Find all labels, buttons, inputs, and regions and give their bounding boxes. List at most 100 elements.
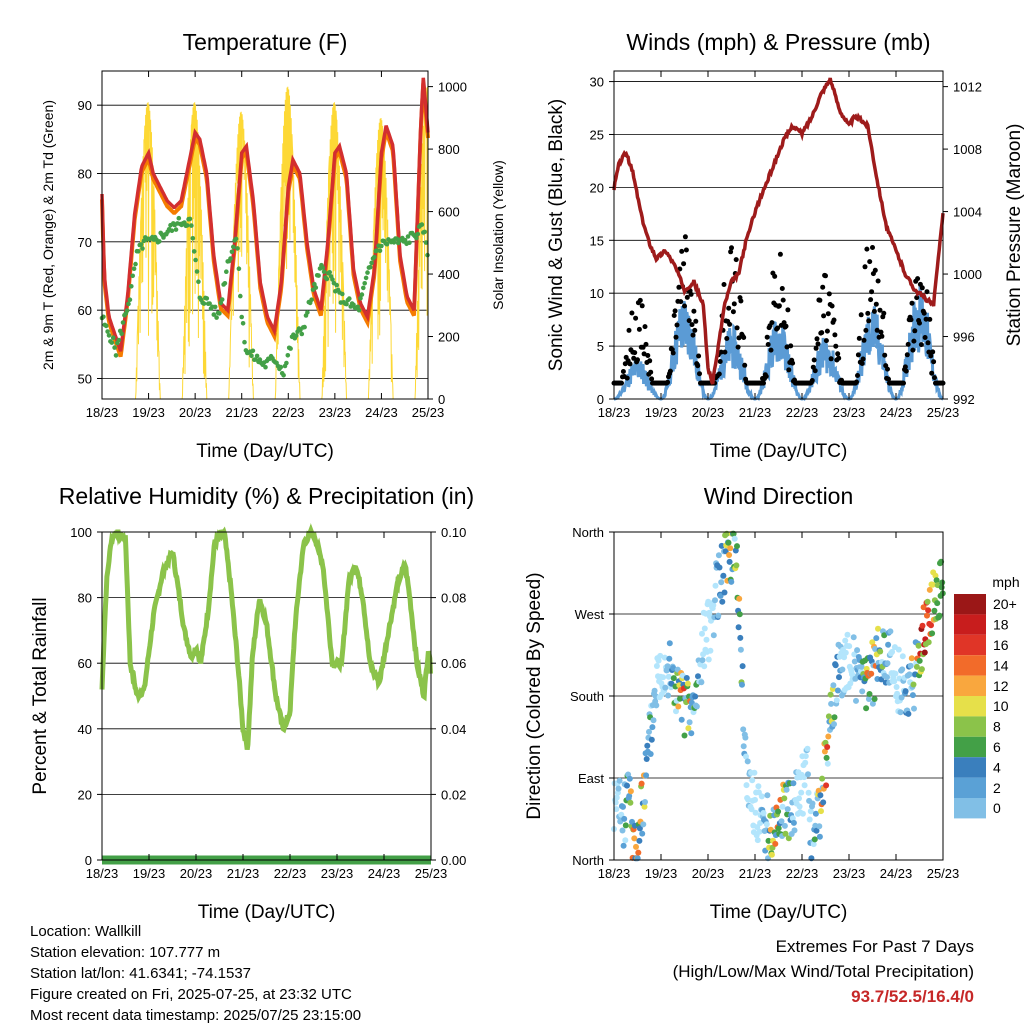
direction-point (626, 793, 633, 799)
direction-point (670, 665, 677, 671)
rh-y2tick-label: 0.10 (441, 525, 466, 540)
direction-point (699, 630, 705, 637)
direction-point (615, 785, 622, 792)
gust-point (678, 299, 684, 305)
direction-point (802, 759, 809, 766)
dewpoint-point (330, 277, 335, 282)
dewpoint-point (321, 269, 327, 275)
gust-point (734, 325, 740, 331)
winds-y2tick-label: 1008 (953, 142, 982, 157)
direction-point (642, 799, 648, 805)
dewpoint-point (254, 353, 260, 359)
direction-point (902, 688, 909, 695)
gust-point (823, 338, 829, 344)
legend-label: 8 (993, 719, 1001, 735)
gust-point (927, 316, 933, 322)
gust-point (823, 273, 828, 279)
direction-point (653, 702, 660, 709)
direction-point (651, 687, 658, 694)
rh-frame (101, 531, 432, 861)
direction-point (641, 803, 648, 810)
direction-point (740, 743, 747, 750)
direction-point (633, 843, 639, 850)
direction-point (640, 821, 647, 828)
gust-point (788, 343, 794, 349)
gust-point (733, 257, 739, 263)
gust-point (642, 324, 648, 330)
temp-xtick-label: 18/23 (86, 405, 119, 420)
dewpoint-point (231, 244, 236, 250)
dewpoint-point (190, 236, 196, 241)
dewpoint-point (204, 296, 210, 301)
solar-series-line (135, 102, 161, 400)
direction-point (622, 822, 629, 829)
dewpoint-point (299, 331, 305, 337)
dewpoint-point (358, 296, 363, 301)
dewpoint-point (173, 227, 179, 232)
gust-point (832, 332, 838, 338)
dewpoint-point (368, 264, 373, 270)
direction-point (720, 572, 727, 579)
dewpoint-point (222, 281, 228, 286)
gust-point (689, 322, 695, 328)
direction-point (740, 726, 747, 733)
gust-point (730, 309, 736, 315)
gust-point (682, 303, 687, 309)
legend-swatch (954, 675, 986, 696)
gust-point (695, 363, 701, 369)
direction-point (664, 663, 671, 670)
direction-point (622, 837, 629, 844)
direction-point (895, 646, 902, 653)
direction-point (798, 789, 805, 796)
gust-point (863, 327, 869, 333)
winds-y2label: Station Pressure (Maroon) (1004, 124, 1024, 347)
gust-point (742, 362, 748, 368)
winds-xtick-label: 19/23 (645, 405, 678, 420)
rh-xtick-label: 23/23 (321, 866, 354, 881)
direction-point (871, 696, 878, 702)
dewpoint-point (340, 291, 345, 297)
rh-ytick-label: 0 (85, 853, 92, 868)
dewpoint-point (384, 241, 390, 247)
gust-point (828, 356, 834, 362)
winds-ytick-label: 15 (590, 233, 604, 248)
direction-point (643, 756, 650, 762)
dewpoint-point (316, 273, 321, 278)
direction-point (665, 673, 672, 680)
direction-point (802, 753, 809, 760)
gust-point (833, 343, 839, 349)
direction-point (851, 651, 858, 658)
direction-point (743, 782, 750, 789)
temp-ytick-label: 70 (78, 235, 92, 250)
gust-point (761, 380, 766, 386)
rh-xtick-label: 25/23 (415, 866, 448, 881)
dir-ytick-label: North (572, 853, 604, 868)
pressure-line (612, 77, 945, 385)
legend-swatch (954, 716, 986, 737)
dewpoint-point (356, 307, 362, 313)
direction-point (758, 793, 765, 800)
dewpoint-point (278, 364, 284, 370)
direction-point (745, 796, 752, 803)
direction-point (749, 777, 756, 784)
gust-point (820, 284, 826, 290)
dewpoint-point (238, 293, 243, 299)
gust-point (697, 371, 702, 377)
gust-point (775, 325, 781, 331)
direction-point (916, 657, 923, 664)
gust-point (673, 334, 679, 340)
direction-point (636, 837, 643, 844)
direction-point (820, 799, 827, 806)
gust-point (735, 344, 741, 350)
direction-point (791, 827, 798, 834)
rh-xtick-label: 20/23 (180, 866, 213, 881)
direction-point (626, 775, 633, 782)
gust-point (867, 259, 873, 265)
direction-point (638, 780, 645, 787)
temp-xtick-label: 20/23 (179, 405, 212, 420)
temp-ytick-label: 60 (78, 303, 92, 318)
gust-point (821, 313, 827, 319)
gust-point (783, 323, 789, 329)
direction-point (624, 782, 630, 789)
dewpoint-point (363, 275, 369, 281)
